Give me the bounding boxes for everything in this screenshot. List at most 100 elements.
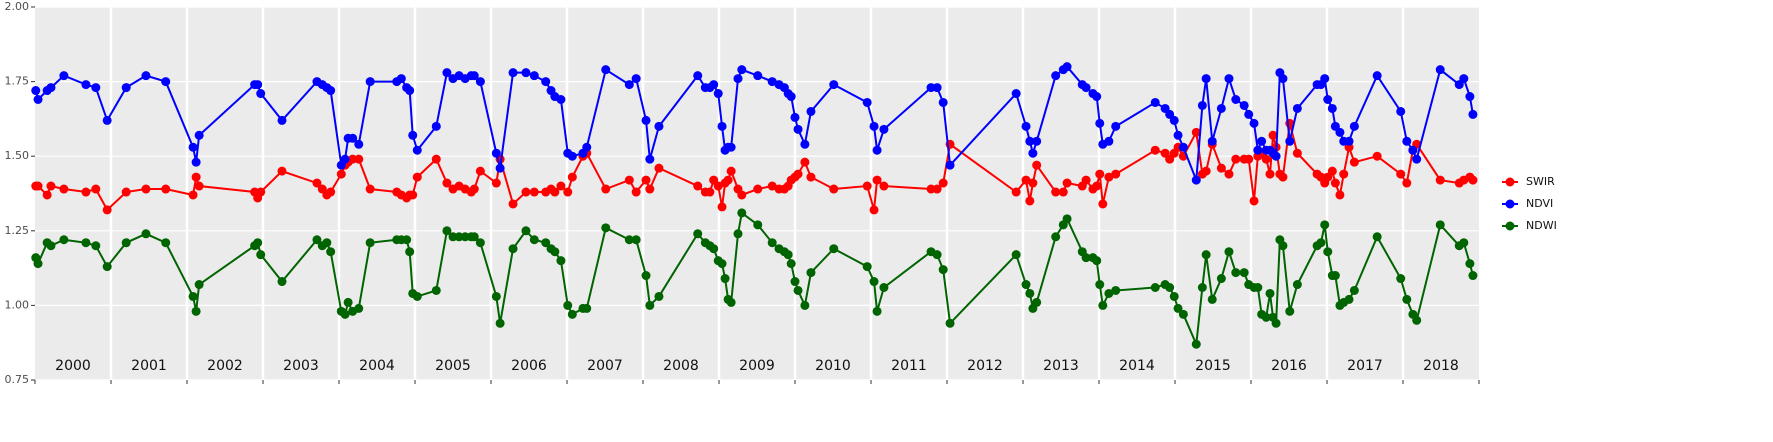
point [1278,241,1288,251]
point [1197,100,1207,110]
point [829,244,839,254]
point [188,291,198,301]
point [405,247,415,257]
point [713,181,723,191]
x-tick-label: 2000 [55,358,91,374]
point [862,97,872,107]
point [1349,157,1359,167]
point [469,232,479,242]
point [737,65,747,75]
point [31,86,41,96]
point [631,187,641,197]
point [1051,232,1061,242]
point [191,306,201,316]
point [879,124,889,134]
point [1095,280,1105,290]
point [737,190,747,200]
point [1011,89,1021,99]
point [161,77,171,87]
point [932,83,942,93]
point [1025,196,1035,206]
point [1412,315,1422,325]
point [1349,285,1359,295]
point [1021,121,1031,131]
x-tick-label: 2013 [1043,358,1079,374]
point [806,106,816,116]
point [786,92,796,102]
point [720,274,730,284]
point [1249,118,1259,128]
point [945,318,955,328]
point [412,172,422,182]
point [1150,97,1160,107]
point [938,97,948,107]
point [521,68,531,78]
point [102,205,112,215]
point [790,112,800,122]
point [1201,250,1211,260]
legend-label: SWIR [1526,175,1555,188]
point [717,259,727,269]
point [1271,151,1281,161]
point [46,181,56,191]
point [767,238,777,248]
point [1253,145,1263,155]
point [1201,166,1211,176]
point [1459,74,1469,84]
point [161,238,171,248]
point [1402,178,1412,188]
point [1201,74,1211,84]
point [1320,74,1330,84]
point [46,241,56,251]
point [1111,169,1121,179]
point [1396,106,1406,116]
point [59,184,69,194]
point [1320,220,1330,230]
point [601,65,611,75]
point [1095,169,1105,179]
point [645,184,655,194]
x-tick-label: 2017 [1347,358,1383,374]
point [81,187,91,197]
point [354,303,364,313]
point [1207,294,1217,304]
point [567,151,577,161]
point [733,229,743,239]
x-tick-label: 2018 [1423,358,1459,374]
point [1062,178,1072,188]
point [408,190,418,200]
point [402,235,412,245]
point [1372,151,1382,161]
point [541,238,551,248]
point [412,145,422,155]
point [1339,169,1349,179]
point [1244,109,1254,119]
point [872,175,882,185]
point [141,71,151,81]
point [726,166,736,176]
point [1081,175,1091,185]
point [312,178,322,188]
point [102,115,112,125]
point [829,184,839,194]
point [312,235,322,245]
point [33,259,43,269]
point [1150,145,1160,155]
point [253,238,263,248]
point [1191,339,1201,349]
point [475,77,485,87]
point [879,181,889,191]
point [326,247,336,257]
point [1265,288,1275,298]
point [786,259,796,269]
point [365,184,375,194]
point [938,178,948,188]
point [1253,282,1263,292]
point [253,80,263,90]
point [938,265,948,275]
point [33,181,43,191]
point [1372,232,1382,242]
point [475,238,485,248]
point [102,262,112,272]
x-tick-label: 2007 [587,358,623,374]
